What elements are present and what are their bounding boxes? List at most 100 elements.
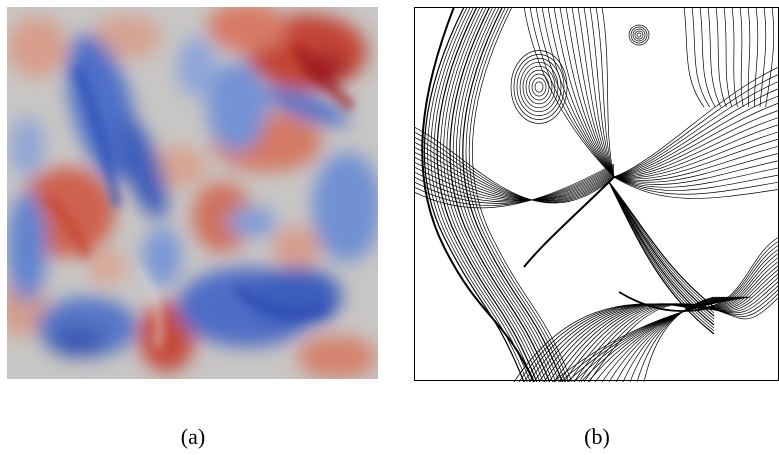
streamline (601, 7, 615, 178)
streamline (414, 166, 615, 201)
streamline (608, 181, 715, 335)
streamline (440, 7, 541, 382)
streamline (414, 146, 615, 201)
streamline (414, 161, 615, 201)
streamline (433, 7, 534, 382)
streamline (765, 7, 775, 108)
streamline (547, 7, 615, 178)
streamline (613, 124, 779, 178)
streamline (443, 7, 544, 382)
streamline (594, 296, 734, 382)
streamline (523, 7, 615, 178)
streamline (452, 7, 554, 382)
streamline (613, 81, 779, 178)
streamline (414, 165, 615, 204)
streamline (414, 163, 615, 209)
streamline (608, 181, 715, 308)
streamline (613, 88, 779, 178)
streamline (613, 160, 779, 185)
streamline (565, 7, 615, 178)
streamline (531, 77, 547, 97)
streamline (534, 81, 544, 93)
streamline (613, 153, 779, 183)
streamline (472, 7, 573, 382)
streamline (595, 7, 615, 178)
streamline (747, 7, 751, 108)
streamline (589, 7, 615, 178)
streamline (446, 7, 547, 382)
streamline (436, 7, 538, 382)
streamline (613, 117, 779, 178)
streamline (414, 166, 615, 203)
streamline (613, 95, 779, 178)
streamline (523, 176, 615, 268)
streamline (423, 7, 525, 382)
streamline (707, 7, 722, 108)
caption-a: (a) (180, 424, 206, 449)
streamline (459, 7, 560, 382)
streamline (613, 73, 779, 178)
streamline (608, 296, 729, 382)
streamline (630, 26, 648, 44)
streamline (601, 296, 731, 382)
streamline (613, 131, 779, 179)
streamline (731, 7, 738, 108)
streamline (449, 7, 551, 382)
streamline (691, 7, 710, 108)
streamline (552, 296, 751, 382)
streamline (628, 24, 650, 46)
streamline (608, 181, 715, 329)
streamline (414, 167, 615, 202)
streamline (715, 7, 727, 108)
streamline (535, 7, 615, 178)
streamline (613, 138, 779, 180)
streamline (613, 109, 779, 178)
streamline (414, 151, 615, 201)
streamline (629, 296, 720, 382)
streamline (430, 7, 531, 382)
streamline (754, 7, 759, 108)
streamline (632, 28, 646, 42)
streamline (643, 296, 715, 382)
streamline (421, 7, 535, 382)
streamline (739, 7, 744, 108)
streamline (510, 50, 568, 124)
streamline (414, 141, 615, 202)
streamline (613, 167, 779, 188)
streamline (468, 7, 570, 382)
streamline (462, 7, 563, 382)
streamline (528, 73, 550, 101)
streamline (759, 7, 767, 108)
streamline (414, 131, 615, 203)
streamline (618, 291, 715, 312)
streamline (583, 7, 615, 178)
streamline (577, 7, 615, 178)
streamline (516, 58, 562, 116)
streamline (615, 296, 726, 382)
streamline (608, 181, 715, 320)
streamline (525, 69, 553, 105)
streamline (559, 7, 615, 178)
streamline (699, 7, 716, 108)
streamline (613, 176, 779, 199)
streamline (613, 145, 779, 181)
streamline (519, 62, 559, 112)
streamline (613, 174, 779, 191)
streamline (456, 7, 557, 382)
streamline (613, 102, 779, 178)
streamlines (414, 7, 779, 382)
streamline (414, 136, 615, 202)
streamline (571, 7, 615, 178)
streamline (636, 32, 642, 38)
streamline (513, 54, 565, 120)
streamline (465, 7, 566, 382)
streamline (683, 7, 705, 108)
streamline (608, 181, 715, 311)
streamline (414, 126, 615, 204)
caption-b: (b) (584, 424, 610, 449)
field-heatmap-panel (7, 7, 378, 379)
streamline (427, 7, 528, 382)
streamline (608, 181, 715, 317)
streamline-panel (414, 7, 779, 382)
streamline (529, 7, 615, 178)
